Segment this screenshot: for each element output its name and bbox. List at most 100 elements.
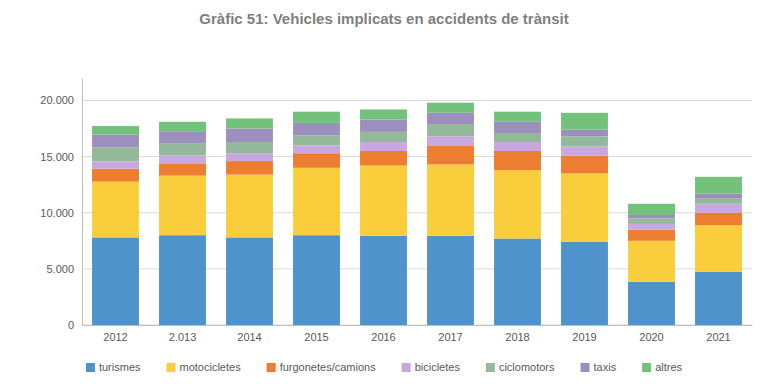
bar — [293, 235, 340, 325]
grid-line — [82, 100, 752, 101]
bar — [494, 112, 541, 122]
tick-label: 5.000 — [46, 263, 74, 275]
bar — [159, 176, 206, 236]
bar — [695, 213, 742, 225]
x-axis: 2012 2.013 2014 2015 2016 2017 2018 2019 2020 202… — [83, 325, 753, 343]
tick-label: 0 — [68, 319, 74, 331]
bar — [92, 169, 139, 182]
bar — [695, 177, 742, 194]
bar — [561, 146, 608, 155]
legend-label: bicicletes — [415, 361, 461, 373]
chart: Gràfic 51: Vehicles implicats en acciden… — [0, 0, 768, 384]
bar — [427, 124, 474, 136]
bar — [494, 142, 541, 151]
tick-label: 2015 — [304, 331, 328, 343]
bar — [293, 153, 340, 168]
bar — [695, 198, 742, 204]
bar — [92, 237, 139, 325]
tick-label: 10.000 — [40, 207, 74, 219]
bar — [695, 204, 742, 213]
bar — [226, 118, 273, 128]
tick: 20.000 — [40, 94, 82, 106]
legend-item: motocicletes — [167, 361, 242, 373]
y-axis: 0 5.000 10.000 15.000 20.000 — [40, 79, 82, 332]
tick-label: 15.000 — [40, 151, 74, 163]
legend-item: altres — [642, 361, 682, 373]
tick: 2019 — [572, 325, 596, 343]
series — [92, 113, 742, 219]
bar — [226, 175, 273, 238]
legend-swatch — [402, 363, 411, 372]
bar — [92, 134, 139, 147]
tick-label: 2019 — [572, 331, 596, 343]
series — [92, 164, 742, 281]
bar — [561, 173, 608, 241]
legend-swatch — [486, 363, 495, 372]
bar — [494, 239, 541, 325]
bar — [427, 145, 474, 164]
bar — [226, 153, 273, 161]
tick: 0 — [68, 319, 82, 331]
bar — [92, 182, 139, 238]
tick-label: 2017 — [438, 331, 462, 343]
series — [92, 124, 742, 224]
legend-label: furgonetes/camions — [280, 361, 376, 373]
bar — [427, 164, 474, 235]
bar — [628, 282, 675, 325]
tick-label: 2.013 — [169, 331, 197, 343]
tick-label: 2021 — [706, 331, 730, 343]
tick-label: 2012 — [103, 331, 127, 343]
bar — [695, 225, 742, 272]
bar — [159, 235, 206, 325]
tick-label: 2016 — [371, 331, 395, 343]
bar — [226, 237, 273, 325]
bar — [628, 224, 675, 230]
legend-swatch — [86, 363, 95, 372]
grid — [82, 100, 752, 325]
bar — [226, 161, 273, 174]
legend-item: furgonetes/camions — [267, 361, 376, 373]
bar — [159, 122, 206, 132]
bar — [695, 272, 742, 325]
legend-label: taxis — [594, 361, 617, 373]
tick: 5.000 — [46, 263, 82, 275]
bar — [159, 163, 206, 175]
tick-label: 2020 — [639, 331, 663, 343]
tick: 2014 — [237, 325, 261, 343]
legend-swatch — [167, 363, 176, 372]
legend-swatch — [267, 363, 276, 372]
bar — [494, 170, 541, 238]
series — [92, 103, 742, 215]
tick: 2016 — [371, 325, 395, 343]
legend-label: ciclomotors — [499, 361, 555, 373]
tick: 2.013 — [169, 325, 197, 343]
tick-label: 2018 — [505, 331, 529, 343]
legend-label: altres — [655, 361, 682, 373]
bar — [226, 142, 273, 153]
bar — [494, 151, 541, 170]
axis-line — [83, 325, 753, 326]
legend-label: motocicletes — [180, 361, 242, 373]
bar — [293, 135, 340, 145]
plot-area — [92, 103, 742, 325]
bar — [628, 204, 675, 215]
legend-swatch — [581, 363, 590, 372]
tick: 2017 — [438, 325, 462, 343]
tick: 2012 — [103, 325, 127, 343]
bar — [293, 123, 340, 135]
tick: 2021 — [706, 325, 730, 343]
bar — [92, 147, 139, 161]
bar — [628, 218, 675, 224]
legend-label: turismes — [99, 361, 141, 373]
bar — [360, 120, 407, 132]
series — [92, 235, 742, 325]
legend-item: taxis — [581, 361, 617, 373]
bar — [427, 103, 474, 113]
legend-item: bicicletes — [402, 361, 461, 373]
bar — [226, 129, 273, 142]
bar — [360, 236, 407, 325]
bar — [293, 168, 340, 235]
bar — [427, 113, 474, 124]
bar — [360, 151, 407, 166]
bar — [360, 109, 407, 119]
